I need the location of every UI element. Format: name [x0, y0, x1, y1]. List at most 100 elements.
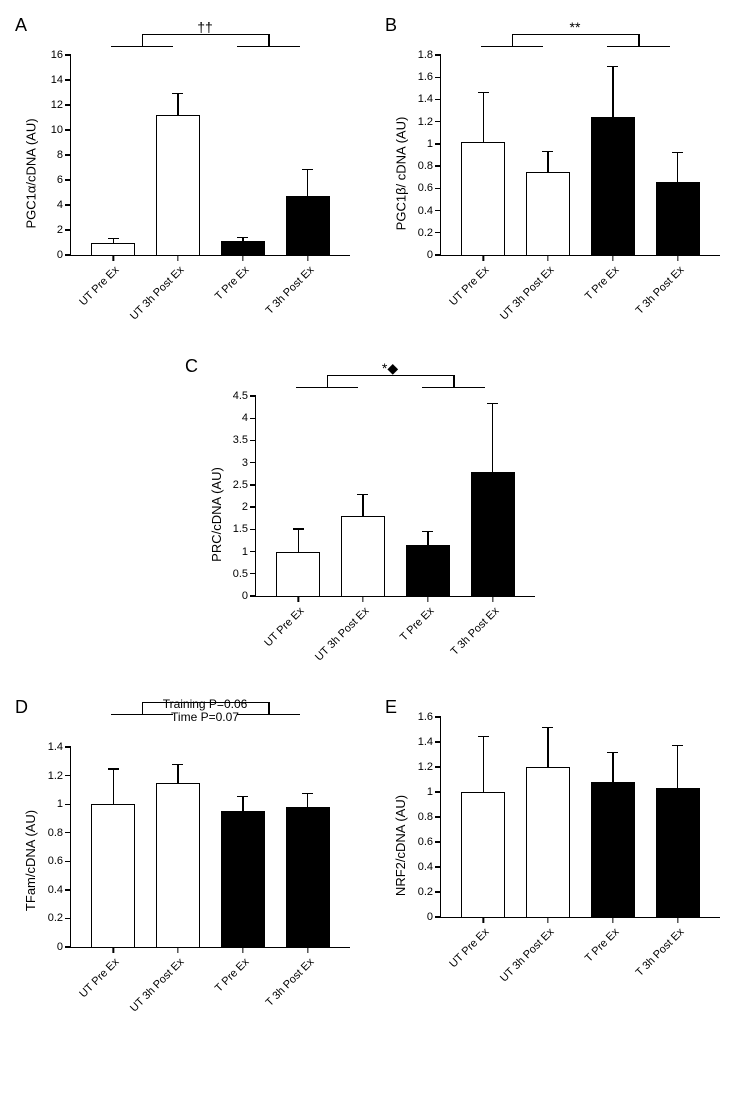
- x-label: UT 3h Post Ex: [156, 948, 200, 1023]
- error-bar: [677, 152, 678, 182]
- y-tick-label: 0: [427, 911, 433, 923]
- plot-area: 0 0.2 0.4 0.6 0.8 1 1.2 1.4 1.6 1.8: [440, 55, 720, 256]
- bar-rect: [221, 241, 265, 255]
- bars-group: [441, 717, 720, 917]
- bar-0: [91, 768, 135, 947]
- panel-d: D Training P=0.06Time P=0.07 TFam/cDNA (…: [20, 702, 350, 1023]
- y-tick-label: 0: [242, 590, 248, 602]
- bar-2: [221, 237, 265, 255]
- y-tick-label: 1: [57, 798, 63, 810]
- panel-c: C *◆ PRC/cDNA (AU) 0 0.5 1 1.5 2 2.5 3 3…: [20, 361, 720, 672]
- x-label: T Pre Ex: [221, 948, 265, 1023]
- y-tick-label: 12: [51, 99, 63, 111]
- y-tick-label: 1: [427, 786, 433, 798]
- panel-label-c: C: [185, 356, 198, 377]
- error-bar: [547, 727, 548, 767]
- bar-rect: [461, 792, 505, 917]
- bar-rect: [591, 117, 635, 255]
- y-tick-label: 0.6: [418, 836, 433, 848]
- bar-1: [156, 93, 200, 256]
- y-tick-label: 1.2: [418, 116, 433, 128]
- error-bar: [242, 237, 243, 241]
- y-tick-label: 0.4: [418, 205, 433, 217]
- bar-0: [461, 736, 505, 917]
- x-label: UT 3h Post Ex: [526, 918, 570, 993]
- x-label: T 3h Post Ex: [286, 948, 330, 1023]
- bars-group: [71, 55, 350, 255]
- bar-rect: [156, 783, 200, 947]
- plot-area: 0 0.2 0.4 0.6 0.8 1 1.2 1.4: [70, 747, 350, 948]
- y-tick-label: 1.2: [48, 770, 63, 782]
- y-tick-label: 1.4: [418, 736, 433, 748]
- bar-rect: [341, 516, 385, 596]
- sig-marker: **: [440, 20, 710, 34]
- bar-rect: [91, 804, 135, 947]
- y-tick-label: 10: [51, 124, 63, 136]
- sig-marker: ††: [70, 20, 340, 34]
- bar-1: [526, 727, 570, 917]
- y-axis-label: PGC1α/cDNA (AU): [22, 55, 40, 291]
- bar-rect: [656, 788, 700, 917]
- y-tick-label: 4.5: [233, 390, 248, 402]
- x-label: T Pre Ex: [591, 256, 635, 331]
- bar-3: [286, 169, 330, 255]
- error-bar: [677, 745, 678, 789]
- bar-rect: [286, 807, 330, 947]
- x-label: UT Pre Ex: [276, 597, 320, 672]
- bars-group: [71, 747, 350, 947]
- y-tick-label: 4: [242, 412, 248, 424]
- bar-rect: [591, 782, 635, 917]
- error-bar: [242, 796, 243, 812]
- bar-1: [341, 494, 385, 596]
- y-tick-label: 1.2: [418, 761, 433, 773]
- error-bar: [483, 92, 484, 142]
- error-bar: [612, 66, 613, 117]
- y-tick-label: 0.6: [48, 855, 63, 867]
- x-label: UT Pre Ex: [91, 948, 135, 1023]
- y-tick-label: 3.5: [233, 434, 248, 446]
- y-tick-label: 2: [57, 224, 63, 236]
- error-bar: [612, 752, 613, 782]
- y-tick-label: 8: [57, 149, 63, 161]
- bar-0: [91, 238, 135, 255]
- bar-rect: [276, 552, 320, 596]
- y-tick-label: 1: [242, 546, 248, 558]
- x-label: T Pre Ex: [591, 918, 635, 993]
- y-axis-label: PRC/cDNA (AU): [207, 396, 225, 632]
- y-tick-label: 3: [242, 457, 248, 469]
- error-bar: [492, 403, 493, 472]
- error-bar: [177, 93, 178, 116]
- bar-0: [276, 528, 320, 596]
- y-axis-label: TFam/cDNA (AU): [22, 737, 40, 983]
- sig-bracket: ††: [70, 20, 340, 50]
- plot-area: 0 0.5 1 1.5 2 2.5 3 3.5 4 4.5: [255, 396, 535, 597]
- bar-rect: [471, 472, 515, 596]
- x-label: UT 3h Post Ex: [341, 597, 385, 672]
- bar-rect: [221, 811, 265, 947]
- bar-rect: [526, 767, 570, 917]
- y-tick-label: 0.5: [233, 568, 248, 580]
- y-tick-label: 0: [57, 249, 63, 261]
- y-tick-label: 1.6: [418, 71, 433, 83]
- bar-rect: [656, 182, 700, 255]
- bar-1: [156, 764, 200, 947]
- x-labels: UT Pre ExUT 3h Post ExT Pre ExT 3h Post …: [255, 597, 535, 672]
- x-label: UT 3h Post Ex: [526, 256, 570, 331]
- y-tick-label: 6: [57, 174, 63, 186]
- x-label: T Pre Ex: [406, 597, 450, 672]
- figure: A †† PGC1α/cDNA (AU) 0 2 4 6 8 10 12 14 …: [20, 20, 720, 1023]
- y-axis-label: PGC1β/ cDNA (AU): [392, 55, 410, 291]
- x-label: T Pre Ex: [221, 256, 265, 331]
- y-tick-label: 1: [427, 138, 433, 150]
- x-label: T 3h Post Ex: [656, 918, 700, 993]
- y-tick-label: 0.8: [48, 827, 63, 839]
- bar-rect: [461, 142, 505, 255]
- y-tick-label: 0.4: [418, 861, 433, 873]
- y-tick-label: 0.8: [418, 160, 433, 172]
- bar-2: [221, 796, 265, 947]
- bar-rect: [91, 243, 135, 256]
- bar-3: [656, 745, 700, 918]
- bar-3: [471, 403, 515, 596]
- error-bar: [177, 764, 178, 783]
- y-tick-label: 14: [51, 74, 63, 86]
